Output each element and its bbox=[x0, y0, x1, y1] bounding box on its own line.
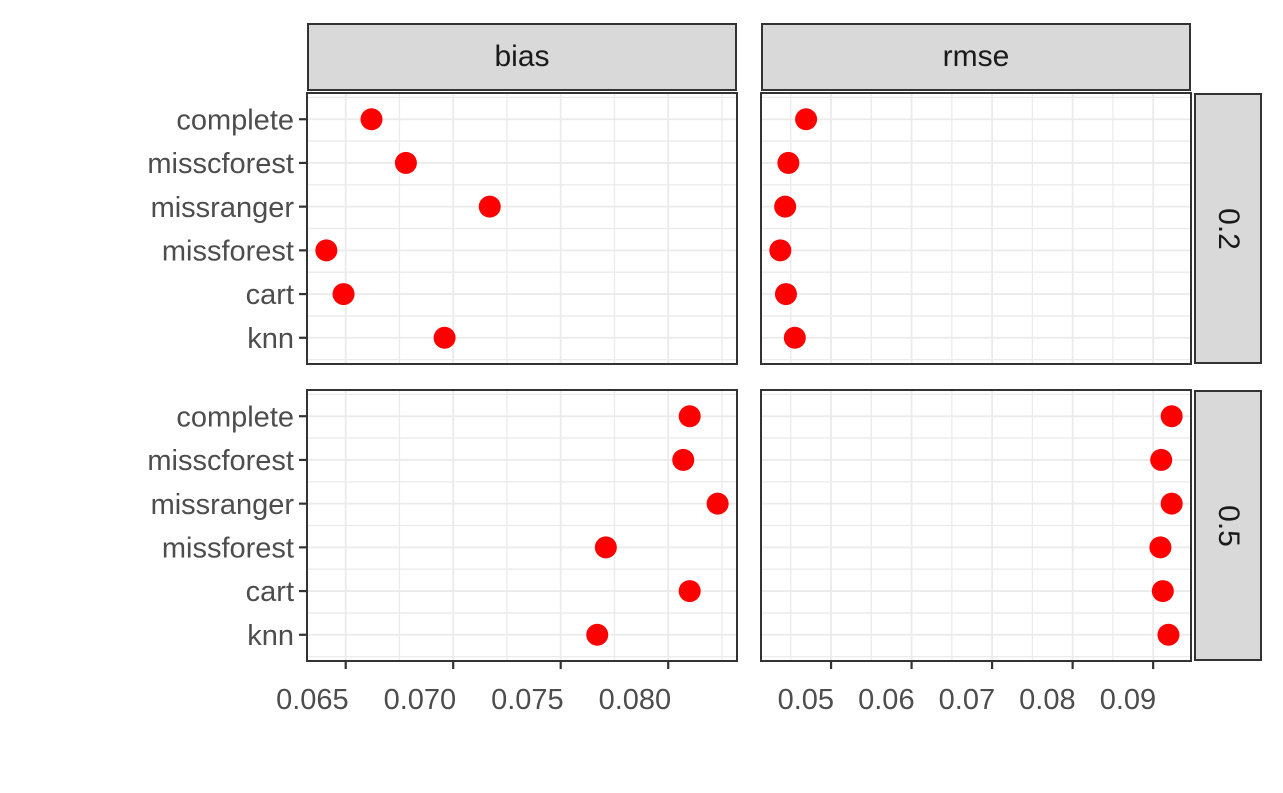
panel-rmse-0.5 bbox=[760, 389, 1192, 662]
data-point-missranger bbox=[706, 492, 729, 515]
panel-border bbox=[760, 92, 1192, 365]
data-point-missforest bbox=[315, 239, 338, 262]
y-tick-label: missforest bbox=[162, 236, 294, 268]
data-point-misscforest bbox=[394, 151, 417, 174]
facet-strip-rmse-label: rmse bbox=[942, 40, 1010, 73]
panel-border bbox=[760, 389, 1192, 662]
y-tick-label: misscforest bbox=[147, 148, 294, 180]
panel-rmse-0.2 bbox=[760, 92, 1192, 365]
y-tick-label: cart bbox=[246, 576, 294, 608]
data-point-complete bbox=[678, 405, 701, 428]
data-point-missranger bbox=[478, 195, 501, 218]
facet-strip-rmse: rmse bbox=[761, 23, 1191, 91]
data-point-missforest bbox=[769, 239, 792, 262]
panel-bias-0.2 bbox=[306, 92, 738, 365]
x-tick-label: 0.06 bbox=[858, 684, 914, 716]
x-tick-label: 0.07 bbox=[939, 684, 995, 716]
facet-strip-bias: bias bbox=[307, 23, 737, 91]
x-tick-label: 0.070 bbox=[384, 684, 457, 716]
x-tick-label: 0.08 bbox=[1019, 684, 1075, 716]
y-tick-label: misscforest bbox=[147, 445, 294, 477]
y-tick-label: knn bbox=[247, 323, 294, 355]
data-point-missforest bbox=[1149, 536, 1172, 559]
data-point-missranger bbox=[774, 195, 797, 218]
data-point-knn bbox=[1157, 623, 1180, 646]
x-tick-label: 0.075 bbox=[491, 684, 564, 716]
data-point-misscforest bbox=[1150, 448, 1173, 471]
y-tick-label: missforest bbox=[162, 533, 294, 565]
data-point-complete bbox=[795, 108, 818, 131]
data-point-complete bbox=[1160, 405, 1183, 428]
x-tick-label: 0.05 bbox=[778, 684, 834, 716]
y-tick-label: missranger bbox=[151, 192, 295, 224]
data-point-cart bbox=[1151, 580, 1174, 603]
data-point-cart bbox=[332, 283, 355, 306]
panel-bias-0.5 bbox=[306, 389, 738, 662]
data-point-cart bbox=[774, 283, 797, 306]
facet-strip-bias-label: bias bbox=[494, 40, 550, 73]
data-point-misscforest bbox=[672, 448, 695, 471]
panel-border bbox=[306, 92, 738, 365]
facet-strip-row-0.5: 0.5 bbox=[1194, 390, 1262, 661]
facet-strip-row-0.2: 0.2 bbox=[1194, 93, 1262, 364]
y-tick-label: cart bbox=[246, 279, 294, 311]
data-point-knn bbox=[783, 326, 806, 349]
data-point-misscforest bbox=[777, 151, 800, 174]
y-tick-label: complete bbox=[176, 104, 294, 136]
data-point-complete bbox=[360, 108, 383, 131]
x-tick-label: 0.09 bbox=[1100, 684, 1156, 716]
data-point-cart bbox=[678, 580, 701, 603]
data-point-missranger bbox=[1160, 492, 1183, 515]
x-tick-label: 0.080 bbox=[599, 684, 672, 716]
panel-border bbox=[306, 389, 738, 662]
data-point-knn bbox=[586, 623, 609, 646]
y-tick-label: complete bbox=[176, 401, 294, 433]
facet-strip-row-0.5-label: 0.5 bbox=[1212, 504, 1245, 547]
y-tick-label: knn bbox=[247, 620, 294, 652]
data-point-knn bbox=[433, 326, 456, 349]
x-tick-label: 0.065 bbox=[276, 684, 349, 716]
y-tick-label: missranger bbox=[151, 489, 295, 521]
facet-strip-row-0.2-label: 0.2 bbox=[1212, 207, 1245, 250]
data-point-missforest bbox=[594, 536, 617, 559]
